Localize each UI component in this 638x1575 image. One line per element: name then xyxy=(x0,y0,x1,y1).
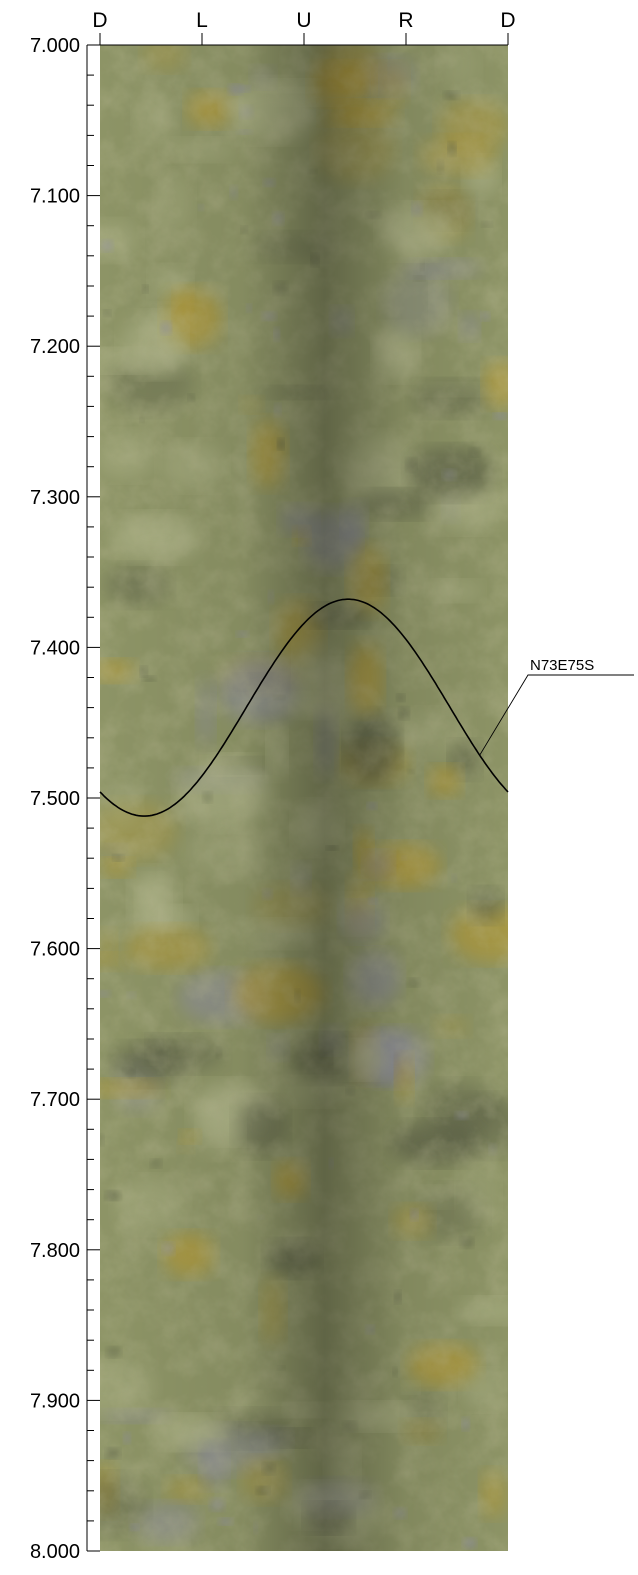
orientation-label: D xyxy=(500,9,515,32)
plane-traces: N73E75S xyxy=(99,598,634,817)
depth-tick-label: 7.700 xyxy=(30,1089,80,1111)
depth-tick-label: 8.000 xyxy=(30,1541,80,1563)
depth-tick-label: 7.200 xyxy=(30,336,80,358)
depth-tick-label: 7.600 xyxy=(30,939,80,961)
depth-tick-label: 7.000 xyxy=(30,35,80,57)
orientation-label: L xyxy=(196,9,208,32)
depth-tick-label: 7.900 xyxy=(30,1390,80,1412)
plane-sinusoid xyxy=(99,598,509,817)
orientation-ticks xyxy=(99,33,509,45)
core-image-panel xyxy=(100,45,508,1551)
depth-tick-label: 7.800 xyxy=(30,1240,80,1262)
plane-label: N73E75S xyxy=(530,657,594,674)
orientation-label: U xyxy=(296,9,311,32)
depth-tick-label: 7.400 xyxy=(30,637,80,659)
center-dark-band xyxy=(100,45,508,1551)
depth-ticks xyxy=(87,44,100,1552)
depth-tick-label: 7.100 xyxy=(30,186,80,208)
plane-leader-line xyxy=(479,674,634,756)
depth-tick-label: 7.500 xyxy=(30,788,80,810)
depth-tick-labels: 7.000 7.100 7.200 7.300 7.400 7.500 7.600 7.700… xyxy=(30,35,80,1563)
orientation-label: D xyxy=(92,9,107,32)
orientation-label: R xyxy=(398,9,413,32)
depth-tick-label: 7.300 xyxy=(30,487,80,509)
depth-axis: 7.000 7.100 7.200 7.300 7.400 7.500 7.600 7.700… xyxy=(30,35,100,1563)
